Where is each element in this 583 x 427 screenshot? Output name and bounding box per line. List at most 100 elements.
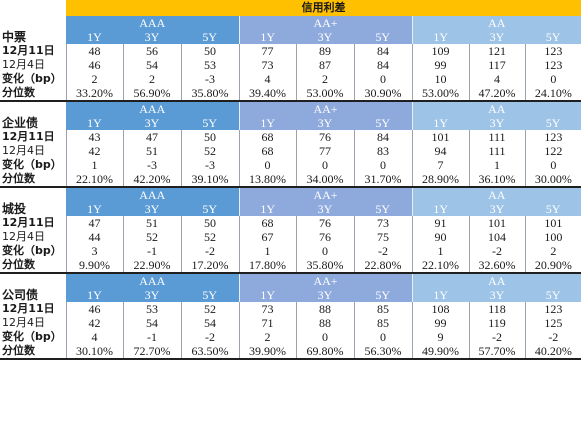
rating-row: 公司债 AAA AA+ AA	[0, 273, 582, 302]
tenor-header: 1Y	[66, 202, 123, 216]
table-row: 12月11日 47 51 50 68 76 73 91 101 101	[0, 216, 582, 230]
row-label: 分位数	[0, 344, 66, 360]
tenor-header: 1Y	[238, 202, 296, 216]
rating-header: AA+	[238, 273, 412, 288]
value-cell-change: 3	[65, 244, 123, 258]
tenor-header: 3Y	[469, 202, 525, 216]
value-cell-change: 2	[295, 72, 354, 86]
value-cell-percentile: 56.90%	[122, 86, 181, 102]
tenor-header: 3Y	[123, 116, 181, 130]
row-label: 12月4日	[2, 316, 45, 329]
value-cell-change: 7	[411, 158, 469, 172]
value-cell-percentile: 57.70%	[468, 344, 525, 360]
tenor-header: 3Y	[123, 202, 181, 216]
tenor-header: 5Y	[525, 288, 582, 302]
tenor-header: 3Y	[123, 288, 181, 302]
tenor-header: 3Y	[296, 202, 354, 216]
value-cell-current: 123	[524, 302, 582, 316]
rating-header: AA+	[238, 16, 412, 30]
value-cell-percentile: 39.90%	[238, 344, 296, 360]
row-label: 12月11日	[2, 216, 55, 229]
value-cell-current: 84	[353, 130, 412, 144]
value-cell-current: 73	[353, 216, 412, 230]
value-cell-previous: 83	[353, 144, 412, 158]
value-cell-previous: 87	[295, 58, 354, 72]
table-row: 分位数 30.10% 72.70% 63.50% 39.90% 69.80% 56.30% 4…	[0, 344, 582, 360]
table-row: 12月4日 44 52 52 67 76 75 90 104 100	[0, 230, 582, 244]
value-cell-current: 123	[524, 130, 582, 144]
value-cell-previous: 73	[238, 58, 296, 72]
value-cell-percentile: 35.80%	[295, 258, 354, 274]
value-cell-current: 91	[411, 216, 469, 230]
value-cell-percentile: 28.90%	[411, 172, 469, 188]
value-cell-percentile: 56.30%	[353, 344, 412, 360]
value-cell-percentile: 22.80%	[353, 258, 412, 274]
value-cell-current: 111	[468, 130, 525, 144]
credit-spread-table: 信用利差 中票 AAA AA+ AA 1Y 3Y 5Y 1Y 3Y 5Y 1Y 3Y 5Y 12月11日 4…	[0, 0, 582, 360]
value-cell-change: 0	[295, 244, 354, 258]
tenor-header: 5Y	[354, 116, 412, 130]
value-cell-current: 43	[65, 130, 123, 144]
tenor-header: 1Y	[238, 288, 296, 302]
value-cell-previous: 46	[65, 58, 123, 72]
tenor-header: 5Y	[181, 288, 239, 302]
value-cell-percentile: 20.90%	[524, 258, 582, 274]
value-cell-previous: 88	[295, 316, 354, 330]
row-label: 变化（bp）	[2, 244, 62, 257]
row-label: 变化（bp）	[2, 330, 62, 343]
tenor-header: 1Y	[411, 288, 469, 302]
value-cell-change: 1	[238, 244, 296, 258]
table-row: 12月4日 46 54 53 73 87 84 99 117 123	[0, 58, 582, 72]
tenor-header: 3Y	[469, 30, 525, 44]
value-cell-previous: 71	[238, 316, 296, 330]
value-cell-previous: 42	[65, 144, 123, 158]
value-cell-percentile: 35.80%	[180, 86, 239, 102]
value-cell-previous: 53	[180, 58, 239, 72]
tenor-header: 5Y	[525, 30, 582, 44]
table-row: 12月11日 43 47 50 68 76 84 101 111 123	[0, 130, 582, 144]
value-cell-previous: 67	[238, 230, 296, 244]
value-cell-previous: 123	[524, 58, 582, 72]
value-cell-previous: 100	[524, 230, 582, 244]
value-cell-previous: 52	[180, 144, 239, 158]
value-cell-current: 47	[65, 216, 123, 230]
section-name: 城投	[2, 202, 27, 216]
value-cell-current: 56	[122, 44, 181, 58]
value-cell-current: 77	[238, 44, 296, 58]
value-cell-percentile: 39.10%	[180, 172, 239, 188]
value-cell-change: 0	[524, 72, 582, 86]
value-cell-current: 109	[411, 44, 469, 58]
value-cell-change: 4	[65, 330, 123, 344]
tenor-header: 5Y	[181, 202, 239, 216]
value-cell-change: -1	[122, 330, 181, 344]
value-cell-percentile: 13.80%	[238, 172, 296, 188]
value-cell-previous: 54	[122, 316, 181, 330]
table-row: 变化（bp） 1 -3 -3 0 0 0 7 1 0	[0, 158, 582, 172]
value-cell-previous: 44	[65, 230, 123, 244]
tenor-header: 5Y	[181, 30, 239, 44]
value-cell-current: 50	[180, 44, 239, 58]
value-cell-current: 51	[122, 216, 181, 230]
rating-header: AA	[411, 187, 582, 202]
value-cell-current: 108	[411, 302, 469, 316]
value-cell-previous: 51	[122, 144, 181, 158]
tenor-header: 1Y	[411, 30, 469, 44]
tenor-header: 5Y	[181, 116, 239, 130]
value-cell-change: 2	[122, 72, 181, 86]
value-cell-change: -2	[524, 330, 582, 344]
value-cell-previous: 99	[411, 58, 469, 72]
tenor-header: 1Y	[66, 116, 123, 130]
value-cell-percentile: 30.10%	[65, 344, 123, 360]
table-row: 分位数 33.20% 56.90% 35.80% 39.40% 53.00% 30.90% 5…	[0, 86, 582, 102]
tenor-row: 1Y 3Y 5Y 1Y 3Y 5Y 1Y 3Y 5Y	[0, 30, 582, 44]
value-cell-change: -3	[122, 158, 181, 172]
value-cell-percentile: 47.20%	[468, 86, 525, 102]
tenor-header: 5Y	[354, 202, 412, 216]
value-cell-percentile: 49.90%	[411, 344, 469, 360]
table-row: 变化（bp） 2 2 -3 4 2 0 10 4 0	[0, 72, 582, 86]
table-row: 12月11日 46 53 52 73 88 85 108 118 123	[0, 302, 582, 316]
table-row: 变化（bp） 3 -1 -2 1 0 -2 1 -2 2	[0, 244, 582, 258]
value-cell-percentile: 69.80%	[295, 344, 354, 360]
title-row: 信用利差	[0, 0, 582, 16]
